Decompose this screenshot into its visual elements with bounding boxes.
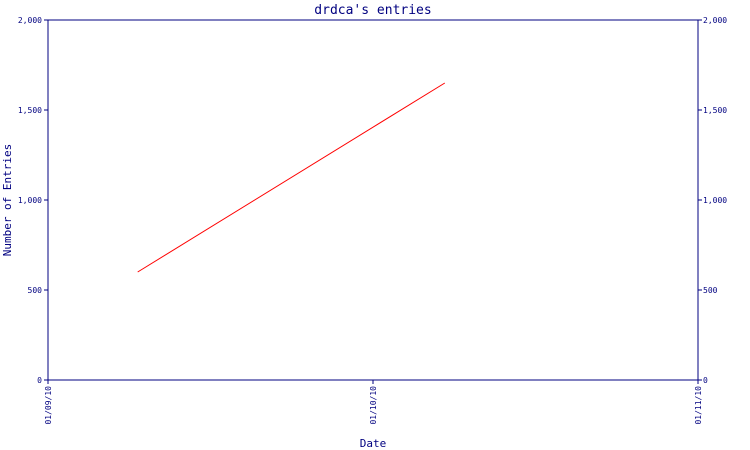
y-axis-right: 0 500 1,000 1,500 2,000 xyxy=(698,16,727,385)
y-tick-label-right: 0 xyxy=(703,376,708,385)
y-tick-label-right: 2,000 xyxy=(703,16,727,25)
y-tick-label-right: 500 xyxy=(703,286,718,295)
series-group xyxy=(137,82,446,273)
series-line xyxy=(137,82,446,273)
x-tick-label: 01/09/10 xyxy=(44,386,53,425)
y-tick-label-left: 0 xyxy=(37,376,42,385)
x-axis-label: Date xyxy=(360,437,387,450)
chart-title: drdca's entries xyxy=(314,3,431,18)
y-tick-label-right: 1,500 xyxy=(703,106,727,115)
x-axis: 01/09/10 01/10/10 01/11/10 xyxy=(44,380,703,425)
y-tick-label-left: 1,500 xyxy=(18,106,42,115)
y-tick-label-right: 1,000 xyxy=(703,196,727,205)
y-axis-left: 0 500 1,000 1,500 2,000 xyxy=(18,16,48,385)
y-tick-label-left: 500 xyxy=(28,286,43,295)
y-tick-label-left: 1,000 xyxy=(18,196,42,205)
x-tick-label: 01/11/10 xyxy=(694,386,703,425)
x-tick-label: 01/10/10 xyxy=(369,386,378,425)
y-axis-label: Number of Entries xyxy=(1,144,14,257)
y-tick-label-left: 2,000 xyxy=(18,16,42,25)
